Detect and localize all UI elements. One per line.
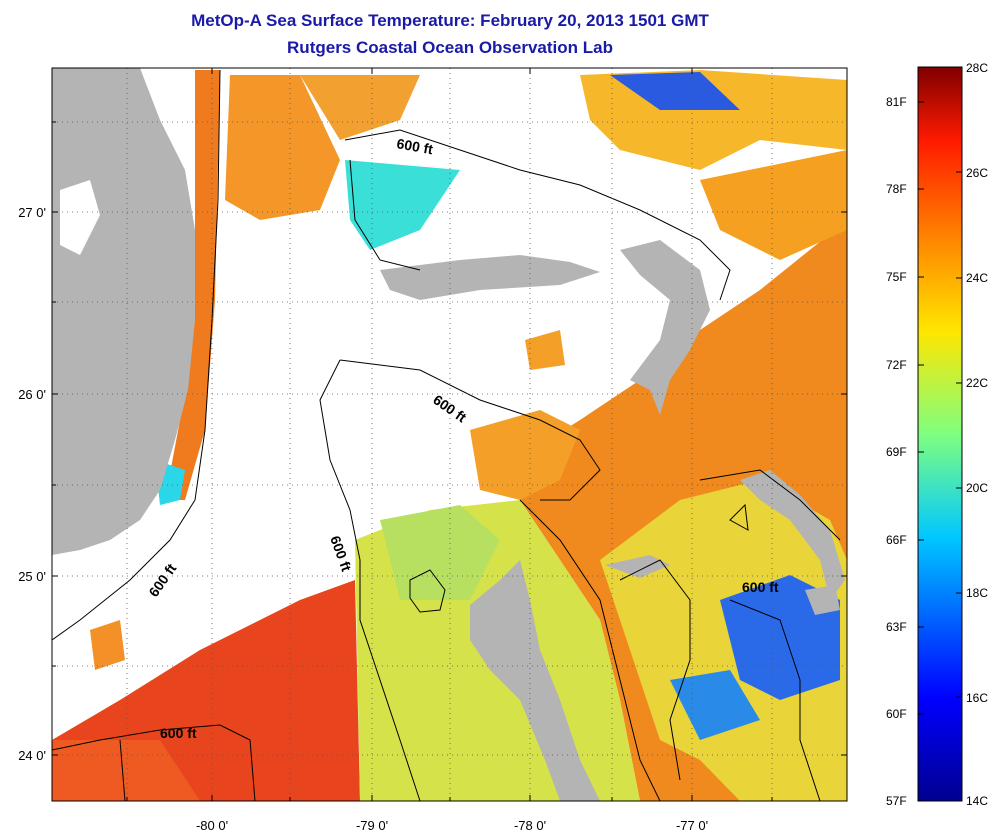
- colorbar-c-label: 20C: [966, 481, 989, 495]
- isobath-label: 600 ft: [395, 135, 434, 157]
- colorbar-f-label: 60F: [886, 707, 907, 721]
- colorbar-f-label: 57F: [886, 794, 907, 808]
- colorbar-c-label: 26C: [966, 166, 989, 180]
- colorbar-ticks: [918, 101, 962, 715]
- colorbar-f-label: 63F: [886, 620, 907, 634]
- colorbar: [917, 66, 963, 802]
- colorbar-c-label: 14C: [966, 794, 989, 808]
- colorbar-f-label: 75F: [886, 270, 907, 284]
- colorbar-c-label: 18C: [966, 586, 989, 600]
- colorbar-c-label: 28C: [966, 61, 989, 75]
- map-title: MetOp-A Sea Surface Temperature: Februar…: [191, 11, 709, 30]
- lon-tick-label: -80 0': [196, 818, 228, 833]
- lon-tick-label: -77 0': [676, 818, 708, 833]
- colorbar-f-label: 78F: [886, 182, 907, 196]
- colorbar-f-label: 69F: [886, 445, 907, 459]
- isobath-lines: [52, 69, 841, 801]
- land-mass: [52, 68, 845, 801]
- sst-field: [52, 70, 847, 801]
- isobath-label: 600 ft: [742, 579, 779, 595]
- map-plot-area: [52, 68, 847, 801]
- graticule: [52, 68, 847, 801]
- lat-tick-label: 27 0': [18, 205, 46, 220]
- colorbar-f-label: 66F: [886, 533, 907, 547]
- lat-tick-label: 24 0': [18, 748, 46, 763]
- axis-ticks: [52, 68, 847, 801]
- colorbar-f-label: 72F: [886, 358, 907, 372]
- colorbar-f-label: 81F: [886, 95, 907, 109]
- isobath-label: 600 ft: [160, 725, 197, 741]
- map-subtitle: Rutgers Coastal Ocean Observation Lab: [287, 38, 613, 57]
- colorbar-c-label: 22C: [966, 376, 989, 390]
- lat-tick-label: 26 0': [18, 387, 46, 402]
- lon-tick-label: -79 0': [356, 818, 388, 833]
- colorbar-c-label: 16C: [966, 691, 989, 705]
- lat-tick-label: 25 0': [18, 569, 46, 584]
- lon-tick-label: -78 0': [514, 818, 546, 833]
- colorbar-c-label: 24C: [966, 271, 989, 285]
